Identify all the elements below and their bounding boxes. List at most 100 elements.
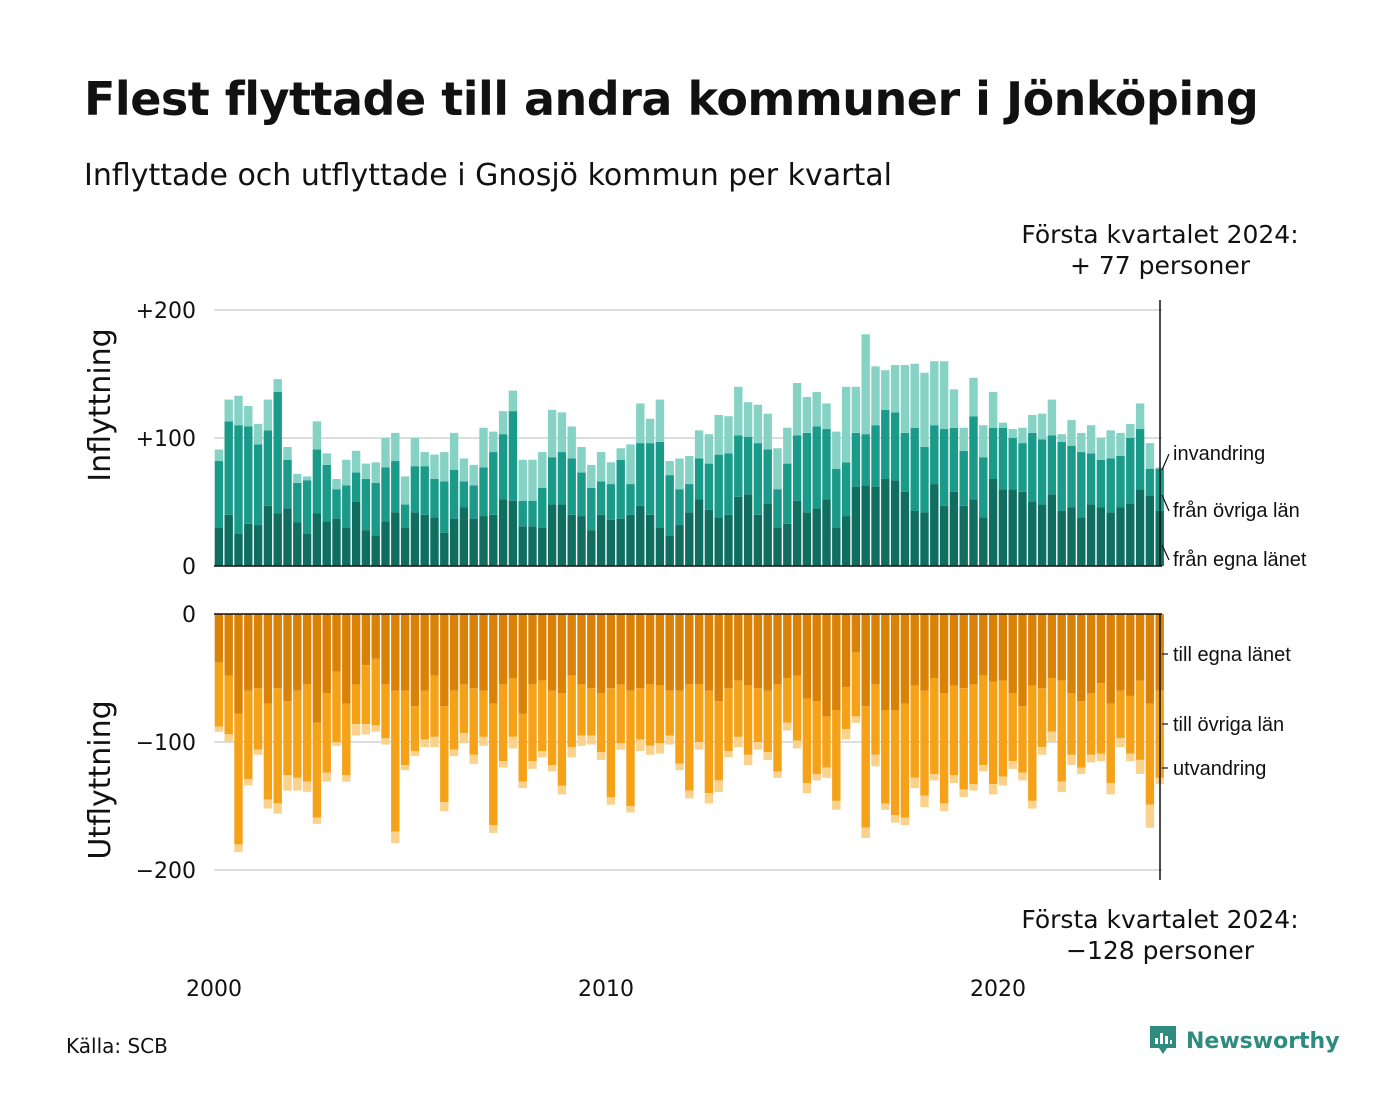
bar-out-1: [253, 688, 263, 750]
bar-in-2: [832, 431, 841, 469]
bar-in-2: [763, 413, 772, 450]
bar-in-2: [606, 462, 616, 485]
bar-in-2: [1008, 429, 1017, 438]
series-label: till övriga län: [1173, 714, 1284, 736]
bar-out-2: [302, 781, 312, 792]
bar-in-2: [861, 334, 870, 435]
bar-in-0: [645, 514, 655, 566]
y-tick-label: +200: [136, 299, 196, 324]
bar-in-1: [508, 411, 518, 501]
series-label: utvandring: [1173, 758, 1266, 780]
bar-in-1: [283, 459, 292, 509]
bar-in-1: [361, 478, 371, 531]
bar-out-2: [312, 817, 322, 824]
bar-out-0: [890, 614, 900, 710]
brand-logo[interactable]: Newsworthy: [1148, 1024, 1340, 1058]
bar-out-1: [1086, 693, 1096, 755]
bar-in-1: [498, 434, 508, 500]
bar-in-0: [371, 535, 380, 566]
bar-out-0: [949, 614, 959, 686]
bar-out-0: [802, 614, 812, 699]
bar-in-2: [792, 382, 802, 436]
bar-out-1: [841, 686, 851, 730]
bar-in-1: [871, 425, 880, 487]
bar-out-0: [910, 614, 919, 686]
chart-subtitle: Inflyttade och utflyttade i Gnosjö kommu…: [84, 158, 892, 193]
bar-out-0: [332, 614, 341, 672]
bar-out-2: [685, 790, 694, 799]
bar-in-0: [851, 486, 861, 566]
bar-in-2: [440, 452, 449, 482]
bar-out-1: [969, 684, 978, 785]
bar-in-0: [508, 500, 518, 566]
bar-in-1: [665, 475, 674, 536]
bar-in-2: [479, 427, 488, 468]
bar-out-0: [988, 614, 998, 682]
bar-in-2: [508, 390, 518, 412]
bar-out-0: [391, 614, 400, 691]
bar-out-0: [342, 614, 351, 704]
bar-out-0: [538, 614, 547, 681]
bar-in-1: [234, 425, 243, 534]
bar-out-1: [1126, 695, 1135, 754]
bar-in-1: [1116, 455, 1125, 508]
bar-out-2: [1086, 754, 1096, 763]
bar-in-1: [988, 427, 998, 479]
bar-out-0: [616, 614, 625, 685]
bar-in-2: [224, 399, 233, 422]
bar-out-0: [1047, 614, 1057, 678]
bar-in-1: [420, 466, 429, 515]
bar-in-1: [822, 429, 831, 500]
bar-in-1: [930, 425, 939, 485]
bar-in-2: [1067, 420, 1076, 446]
bar-in-1: [851, 432, 861, 487]
bar-in-0: [949, 491, 959, 566]
bar-in-1: [939, 429, 949, 506]
bar-out-2: [930, 774, 939, 781]
bar-in-2: [694, 430, 704, 459]
bar-in-1: [449, 470, 459, 519]
bar-in-2: [1116, 432, 1125, 456]
bar-out-1: [930, 678, 939, 774]
bar-out-2: [851, 716, 861, 723]
bar-out-0: [685, 614, 694, 685]
bar-out-2: [273, 803, 282, 814]
bar-in-1: [1126, 438, 1135, 504]
bar-in-2: [724, 416, 733, 454]
bar-in-2: [616, 448, 625, 460]
bar-out-2: [645, 745, 655, 755]
bar-out-0: [273, 614, 282, 689]
bar-out-1: [557, 693, 567, 786]
bar-out-2: [675, 763, 684, 771]
bar-out-1: [694, 684, 704, 742]
bar-out-2: [420, 739, 429, 748]
bar-in-1: [547, 457, 557, 505]
bar-in-1: [910, 427, 919, 511]
bar-in-2: [293, 473, 302, 483]
bar-out-1: [489, 703, 498, 826]
bar-in-0: [743, 494, 753, 566]
bar-out-2: [636, 739, 645, 751]
bar-in-1: [812, 426, 821, 509]
bar-in-0: [881, 478, 890, 566]
bar-out-2: [665, 735, 674, 745]
bar-in-0: [1126, 503, 1135, 566]
bar-out-0: [469, 614, 478, 689]
bar-out-1: [498, 684, 508, 762]
bar-out-0: [577, 614, 586, 685]
bar-in-1: [371, 482, 380, 536]
bar-in-0: [724, 514, 733, 566]
bar-out-1: [734, 680, 743, 737]
bar-out-2: [253, 749, 263, 755]
bar-in-0: [381, 521, 390, 566]
series-label: till egna länet: [1173, 644, 1291, 666]
bar-in-1: [391, 461, 400, 513]
bar-out-0: [704, 614, 714, 691]
bar-in-0: [841, 516, 851, 566]
bar-in-1: [675, 489, 684, 526]
bar-in-1: [577, 472, 586, 517]
bar-out-0: [900, 614, 910, 704]
bar-out-2: [342, 775, 351, 782]
bar-out-2: [224, 734, 233, 742]
bar-in-1: [979, 457, 988, 518]
